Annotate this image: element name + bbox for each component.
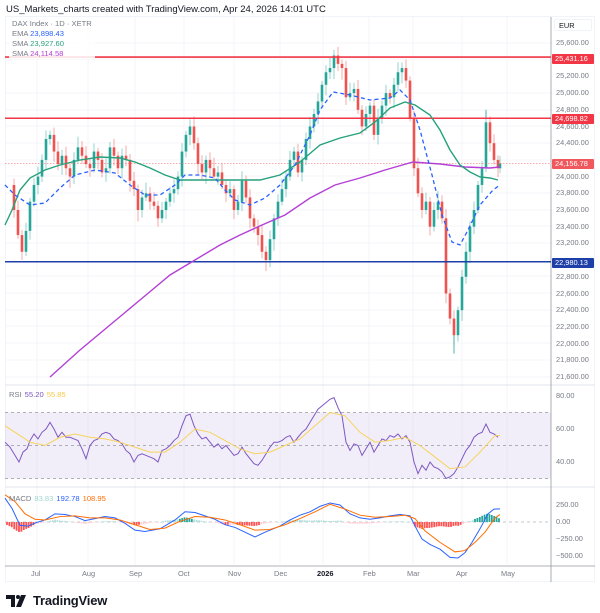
- rsi-ma-value: 55.85: [46, 390, 66, 399]
- resistance-lower-tag: 24,698.82: [552, 114, 594, 124]
- time-axis-label: Nov: [228, 569, 242, 578]
- time-axis-label: May: [501, 569, 515, 578]
- time-axis-label: Feb: [363, 569, 376, 578]
- macd-axis-label: 0.00: [556, 517, 571, 526]
- tradingview-logo-icon: [6, 594, 26, 607]
- price-axis-label: 22,600.00: [556, 288, 589, 298]
- price-axis-label: 25,200.00: [556, 71, 589, 81]
- price-axis-label: 24,400.00: [556, 138, 589, 148]
- rsi-value: 55.20: [24, 390, 44, 399]
- time-axis-label: 2026: [317, 569, 334, 578]
- sma-fast-label: SMA: [12, 39, 29, 48]
- tradingview-wordmark: TradingView: [33, 593, 108, 608]
- rsi-axis-label: 80.00: [556, 391, 575, 400]
- last-price-tag: 24,156.78: [552, 159, 594, 169]
- time-axis-label: Jul: [31, 569, 41, 578]
- macd-axis-label: 250.00: [556, 500, 579, 509]
- price-axis-label: 23,800.00: [556, 188, 589, 198]
- currency-label[interactable]: EUR: [554, 19, 592, 31]
- price-axis-label: 23,200.00: [556, 238, 589, 248]
- sma-slow-label: SMA: [12, 49, 29, 58]
- rsi-legend: RSI 55.20 55.85: [9, 390, 69, 399]
- price-axis-label: 24,800.00: [556, 104, 589, 114]
- price-axis-label: 22,800.00: [556, 271, 589, 281]
- macd-signal-value: 108.95: [82, 494, 106, 503]
- price-axis-label: 24,000.00: [556, 171, 589, 181]
- time-axis-label: Apr: [456, 569, 468, 578]
- price-axis-label: 21,800.00: [556, 355, 589, 365]
- ema-value: 23,898.43: [30, 29, 64, 38]
- time-axis-label: Sep: [129, 569, 143, 578]
- tradingview-logo[interactable]: TradingView: [6, 593, 107, 608]
- time-axis-label: Mar: [407, 569, 420, 578]
- price-axis-label: 22,200.00: [556, 321, 589, 331]
- price-axis-label: 25,000.00: [556, 88, 589, 98]
- price-axis-label: 25,600.00: [556, 38, 589, 47]
- price-axis-label: 22,000.00: [556, 338, 589, 348]
- sma-fast-value: 23,927.60: [30, 39, 64, 48]
- price-axis-label: 23,400.00: [556, 221, 589, 231]
- main-legend: DAX Index · 1D · XETR EMA 23,898.43 SMA …: [9, 19, 95, 59]
- chart-frame: [5, 16, 595, 582]
- symbol-label: DAX Index · 1D · XETR: [12, 19, 92, 28]
- sma-slow-value: 24,114.58: [30, 49, 64, 58]
- time-axis-label: Dec: [274, 569, 288, 578]
- macd-axis-label: −250.00: [556, 534, 583, 543]
- rsi-axis-label: 40.00: [556, 457, 575, 466]
- macd-histogram-value: 83.83: [34, 494, 54, 503]
- price-axis-label: 24,600.00: [556, 121, 589, 131]
- chart-caption: US_Markets_charts created with TradingVi…: [6, 4, 326, 15]
- time-axis-label: Aug: [82, 569, 96, 578]
- rsi-axis-label: 60.00: [556, 424, 575, 433]
- ema-label: EMA: [12, 29, 29, 38]
- time-axis-label: Oct: [178, 569, 190, 578]
- macd-axis-label: −500.00: [556, 551, 583, 560]
- macd-label: MACD: [9, 494, 32, 503]
- price-axis-label: 22,400.00: [556, 305, 589, 315]
- macd-line-value: 192.78: [56, 494, 80, 503]
- resistance-upper-tag: 25,431.16: [552, 54, 594, 64]
- support-tag: 22,980.13: [552, 258, 594, 268]
- macd-legend: MACD 83.83 192.78 108.95: [9, 494, 109, 503]
- rsi-label: RSI: [9, 390, 22, 399]
- price-axis-label: 23,600.00: [556, 205, 589, 214]
- price-axis-label: 21,600.00: [556, 372, 589, 381]
